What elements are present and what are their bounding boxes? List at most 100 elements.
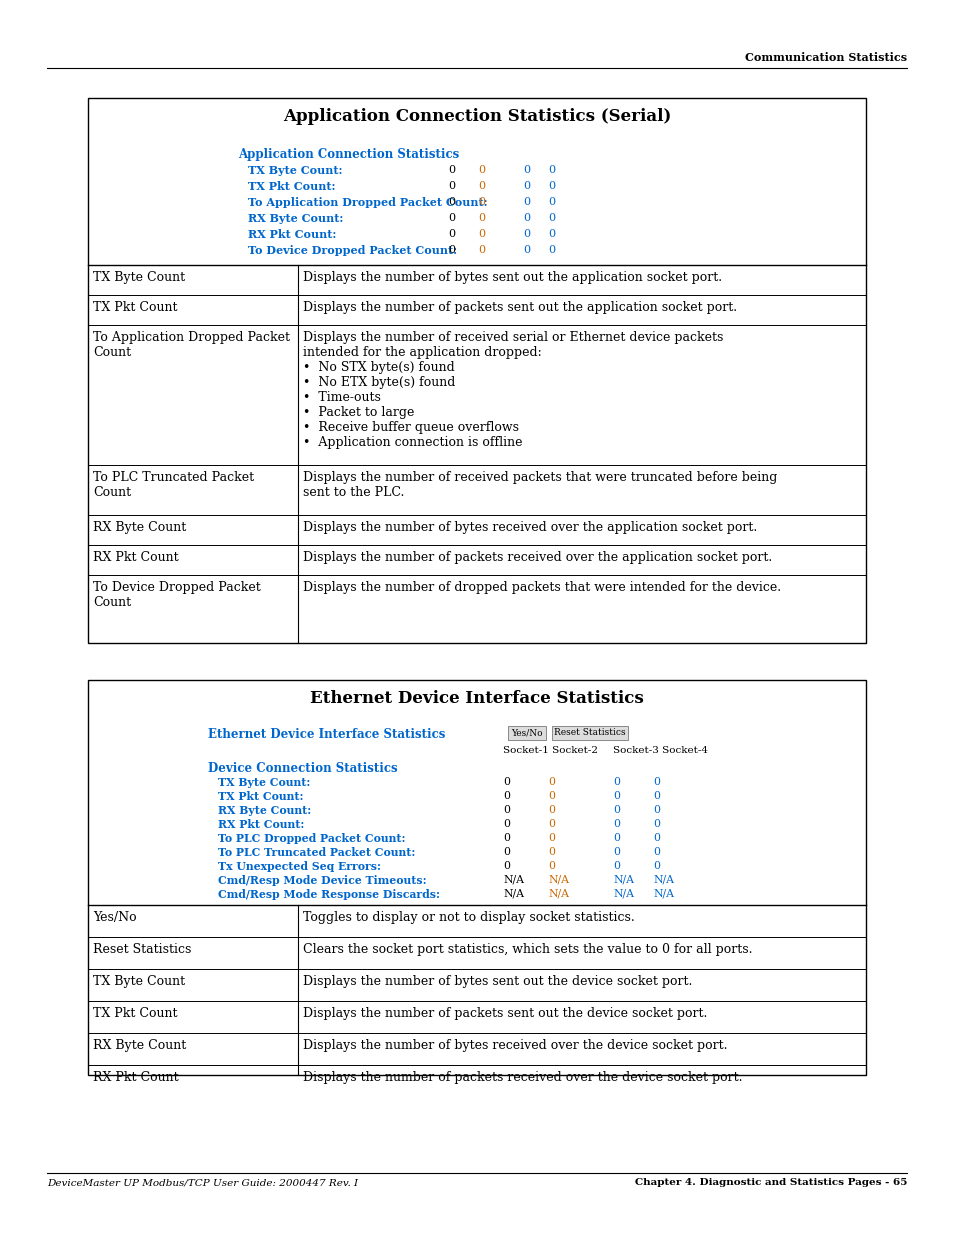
Text: N/A: N/A (502, 876, 523, 885)
Text: 0: 0 (522, 228, 530, 240)
Text: 0: 0 (613, 805, 619, 815)
Text: Cmd/Resp Mode Response Discards:: Cmd/Resp Mode Response Discards: (218, 889, 439, 900)
Text: Ethernet Device Interface Statistics: Ethernet Device Interface Statistics (310, 690, 643, 706)
Text: RX Pkt Count:: RX Pkt Count: (248, 228, 336, 240)
Text: TX Pkt Count:: TX Pkt Count: (248, 182, 335, 191)
Text: N/A: N/A (652, 889, 673, 899)
Text: 0: 0 (477, 245, 485, 254)
Text: 0: 0 (477, 198, 485, 207)
Text: 0: 0 (448, 198, 455, 207)
Text: 0: 0 (547, 245, 555, 254)
Text: Clears the socket port statistics, which sets the value to 0 for all ports.: Clears the socket port statistics, which… (303, 944, 752, 956)
Text: 0: 0 (502, 805, 510, 815)
Text: 0: 0 (613, 777, 619, 787)
Text: Displays the number of packets received over the device socket port.: Displays the number of packets received … (303, 1071, 741, 1084)
Text: RX Byte Count: RX Byte Count (92, 521, 186, 534)
Text: 0: 0 (547, 819, 555, 829)
Text: To PLC Truncated Packet
Count: To PLC Truncated Packet Count (92, 471, 253, 499)
Text: 0: 0 (652, 819, 659, 829)
Text: 0: 0 (652, 861, 659, 871)
Text: To PLC Truncated Packet Count:: To PLC Truncated Packet Count: (218, 847, 415, 858)
Text: Socket-3 Socket-4: Socket-3 Socket-4 (613, 746, 707, 755)
Text: Displays the number of packets received over the application socket port.: Displays the number of packets received … (303, 551, 771, 564)
Text: Reset Statistics: Reset Statistics (554, 727, 625, 737)
Text: 0: 0 (477, 228, 485, 240)
Text: 0: 0 (448, 182, 455, 191)
Text: Application Connection Statistics (Serial): Application Connection Statistics (Seria… (282, 107, 671, 125)
Text: 0: 0 (613, 861, 619, 871)
Text: RX Pkt Count:: RX Pkt Count: (218, 819, 304, 830)
Text: 0: 0 (522, 212, 530, 224)
Text: Displays the number of bytes received over the device socket port.: Displays the number of bytes received ov… (303, 1039, 727, 1052)
Text: 0: 0 (652, 847, 659, 857)
Text: TX Pkt Count: TX Pkt Count (92, 1007, 177, 1020)
Text: 0: 0 (547, 777, 555, 787)
Text: 0: 0 (547, 790, 555, 802)
Text: Tx Unexpected Seq Errors:: Tx Unexpected Seq Errors: (218, 861, 380, 872)
Text: TX Byte Count:: TX Byte Count: (248, 165, 342, 177)
Text: 0: 0 (547, 805, 555, 815)
Text: 0: 0 (613, 819, 619, 829)
Text: 0: 0 (477, 182, 485, 191)
Text: RX Byte Count: RX Byte Count (92, 1039, 186, 1052)
Text: 0: 0 (502, 777, 510, 787)
Text: Application Connection Statistics: Application Connection Statistics (237, 148, 458, 161)
Text: Displays the number of received packets that were truncated before being
sent to: Displays the number of received packets … (303, 471, 777, 499)
Text: TX Byte Count: TX Byte Count (92, 270, 185, 284)
Text: To Device Dropped Packet Count:: To Device Dropped Packet Count: (248, 245, 456, 256)
Text: RX Byte Count:: RX Byte Count: (248, 212, 343, 224)
Text: N/A: N/A (652, 876, 673, 885)
Text: 0: 0 (613, 832, 619, 844)
Text: N/A: N/A (613, 876, 634, 885)
Bar (507, 726, 545, 740)
Text: TX Byte Count: TX Byte Count (92, 974, 185, 988)
Text: 0: 0 (448, 212, 455, 224)
Text: Reset Statistics: Reset Statistics (92, 944, 192, 956)
Text: Displays the number of bytes received over the application socket port.: Displays the number of bytes received ov… (303, 521, 757, 534)
Text: 0: 0 (652, 832, 659, 844)
Text: Socket-1 Socket-2: Socket-1 Socket-2 (502, 746, 598, 755)
Text: 0: 0 (613, 847, 619, 857)
Text: 0: 0 (502, 861, 510, 871)
Text: 0: 0 (448, 165, 455, 175)
Text: 0: 0 (522, 182, 530, 191)
Text: Displays the number of packets sent out the device socket port.: Displays the number of packets sent out … (303, 1007, 706, 1020)
Bar (552, 726, 627, 740)
Text: Communication Statistics: Communication Statistics (744, 52, 906, 63)
Bar (88, 680, 865, 1074)
Text: TX Pkt Count: TX Pkt Count (92, 301, 177, 314)
Text: To Device Dropped Packet
Count: To Device Dropped Packet Count (92, 580, 260, 609)
Text: N/A: N/A (613, 889, 634, 899)
Text: N/A: N/A (502, 889, 523, 899)
Text: RX Pkt Count: RX Pkt Count (92, 1071, 178, 1084)
Text: Displays the number of received serial or Ethernet device packets
intended for t: Displays the number of received serial o… (303, 331, 722, 450)
Text: DeviceMaster UP Modbus/TCP User Guide: 2000447 Rev. I: DeviceMaster UP Modbus/TCP User Guide: 2… (47, 1178, 357, 1187)
Text: 0: 0 (502, 832, 510, 844)
Text: 0: 0 (547, 182, 555, 191)
Text: 0: 0 (477, 165, 485, 175)
Text: 0: 0 (502, 790, 510, 802)
Text: 0: 0 (502, 819, 510, 829)
Text: TX Byte Count:: TX Byte Count: (218, 777, 310, 788)
Text: Displays the number of packets sent out the application socket port.: Displays the number of packets sent out … (303, 301, 737, 314)
Text: 0: 0 (547, 198, 555, 207)
Text: Toggles to display or not to display socket statistics.: Toggles to display or not to display soc… (303, 911, 634, 924)
Text: Displays the number of bytes sent out the device socket port.: Displays the number of bytes sent out th… (303, 974, 692, 988)
Text: RX Byte Count:: RX Byte Count: (218, 805, 311, 816)
Text: 0: 0 (448, 228, 455, 240)
Text: N/A: N/A (547, 889, 568, 899)
Text: Displays the number of bytes sent out the application socket port.: Displays the number of bytes sent out th… (303, 270, 721, 284)
Text: 0: 0 (652, 777, 659, 787)
Text: Ethernet Device Interface Statistics: Ethernet Device Interface Statistics (208, 727, 445, 741)
Text: Chapter 4. Diagnostic and Statistics Pages - 65: Chapter 4. Diagnostic and Statistics Pag… (634, 1178, 906, 1187)
Text: 0: 0 (547, 832, 555, 844)
Text: 0: 0 (652, 790, 659, 802)
Text: N/A: N/A (547, 876, 568, 885)
Text: Yes/No: Yes/No (511, 727, 542, 737)
Text: TX Pkt Count:: TX Pkt Count: (218, 790, 303, 802)
Text: 0: 0 (522, 198, 530, 207)
Text: 0: 0 (547, 861, 555, 871)
Text: RX Pkt Count: RX Pkt Count (92, 551, 178, 564)
Text: To Application Dropped Packet
Count: To Application Dropped Packet Count (92, 331, 290, 359)
Text: 0: 0 (547, 228, 555, 240)
